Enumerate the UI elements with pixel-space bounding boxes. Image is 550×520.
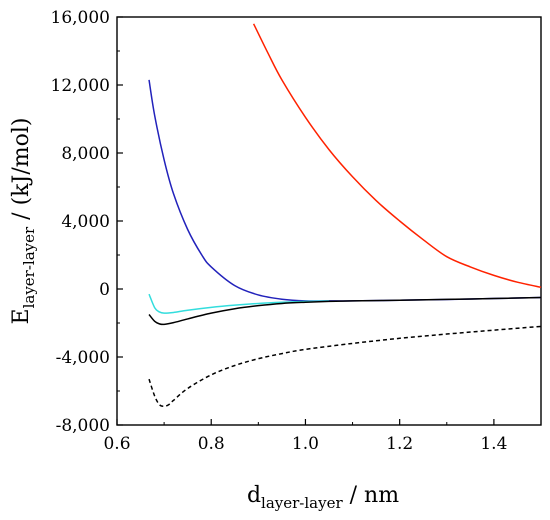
plot-area: [116, 16, 542, 426]
series-line-2: [148, 79, 542, 302]
x-axis-title-rest: / nm: [343, 483, 400, 508]
series-layer: [148, 23, 542, 408]
x-tick-label: 0.8: [198, 434, 225, 454]
y-tick-label: 4,000: [61, 212, 110, 232]
y-tick-label: -4,000: [56, 348, 110, 368]
y-axis: -8,000 -4,000 0 4,000 8,000 12,000 16,000: [51, 8, 123, 436]
x-axis-title-sub: layer-layer: [261, 494, 343, 512]
x-tick-label: 1.2: [386, 434, 413, 454]
y-tick-label: 12,000: [51, 76, 110, 96]
x-tick-label: 0.6: [103, 434, 130, 454]
series-line-1: [252, 23, 542, 289]
x-axis: 0.6 0.8 1.0 1.2 1.4: [103, 419, 542, 454]
y-axis-title-rest: / (kJ/mol): [9, 118, 34, 227]
y-tick-label: 0: [99, 280, 110, 300]
y-tick-label: -8,000: [56, 416, 110, 436]
y-axis-title: Elayer-layer / (kJ/mol): [9, 118, 38, 325]
x-axis-title-main: d: [247, 483, 261, 508]
x-axis-title: dlayer-layer / nm: [247, 483, 399, 512]
y-tick-label: 8,000: [61, 144, 110, 164]
x-tick-label: 1.0: [292, 434, 319, 454]
series-line-3: [148, 293, 330, 314]
y-tick-label: 16,000: [51, 8, 110, 28]
y-axis-title-sub: layer-layer: [20, 226, 38, 308]
series-line-5: [148, 325, 542, 408]
plot-frame: [116, 16, 542, 426]
x-tick-label: 1.4: [480, 434, 507, 454]
series-line-4: [148, 296, 542, 326]
y-axis-title-main: E: [9, 308, 34, 324]
